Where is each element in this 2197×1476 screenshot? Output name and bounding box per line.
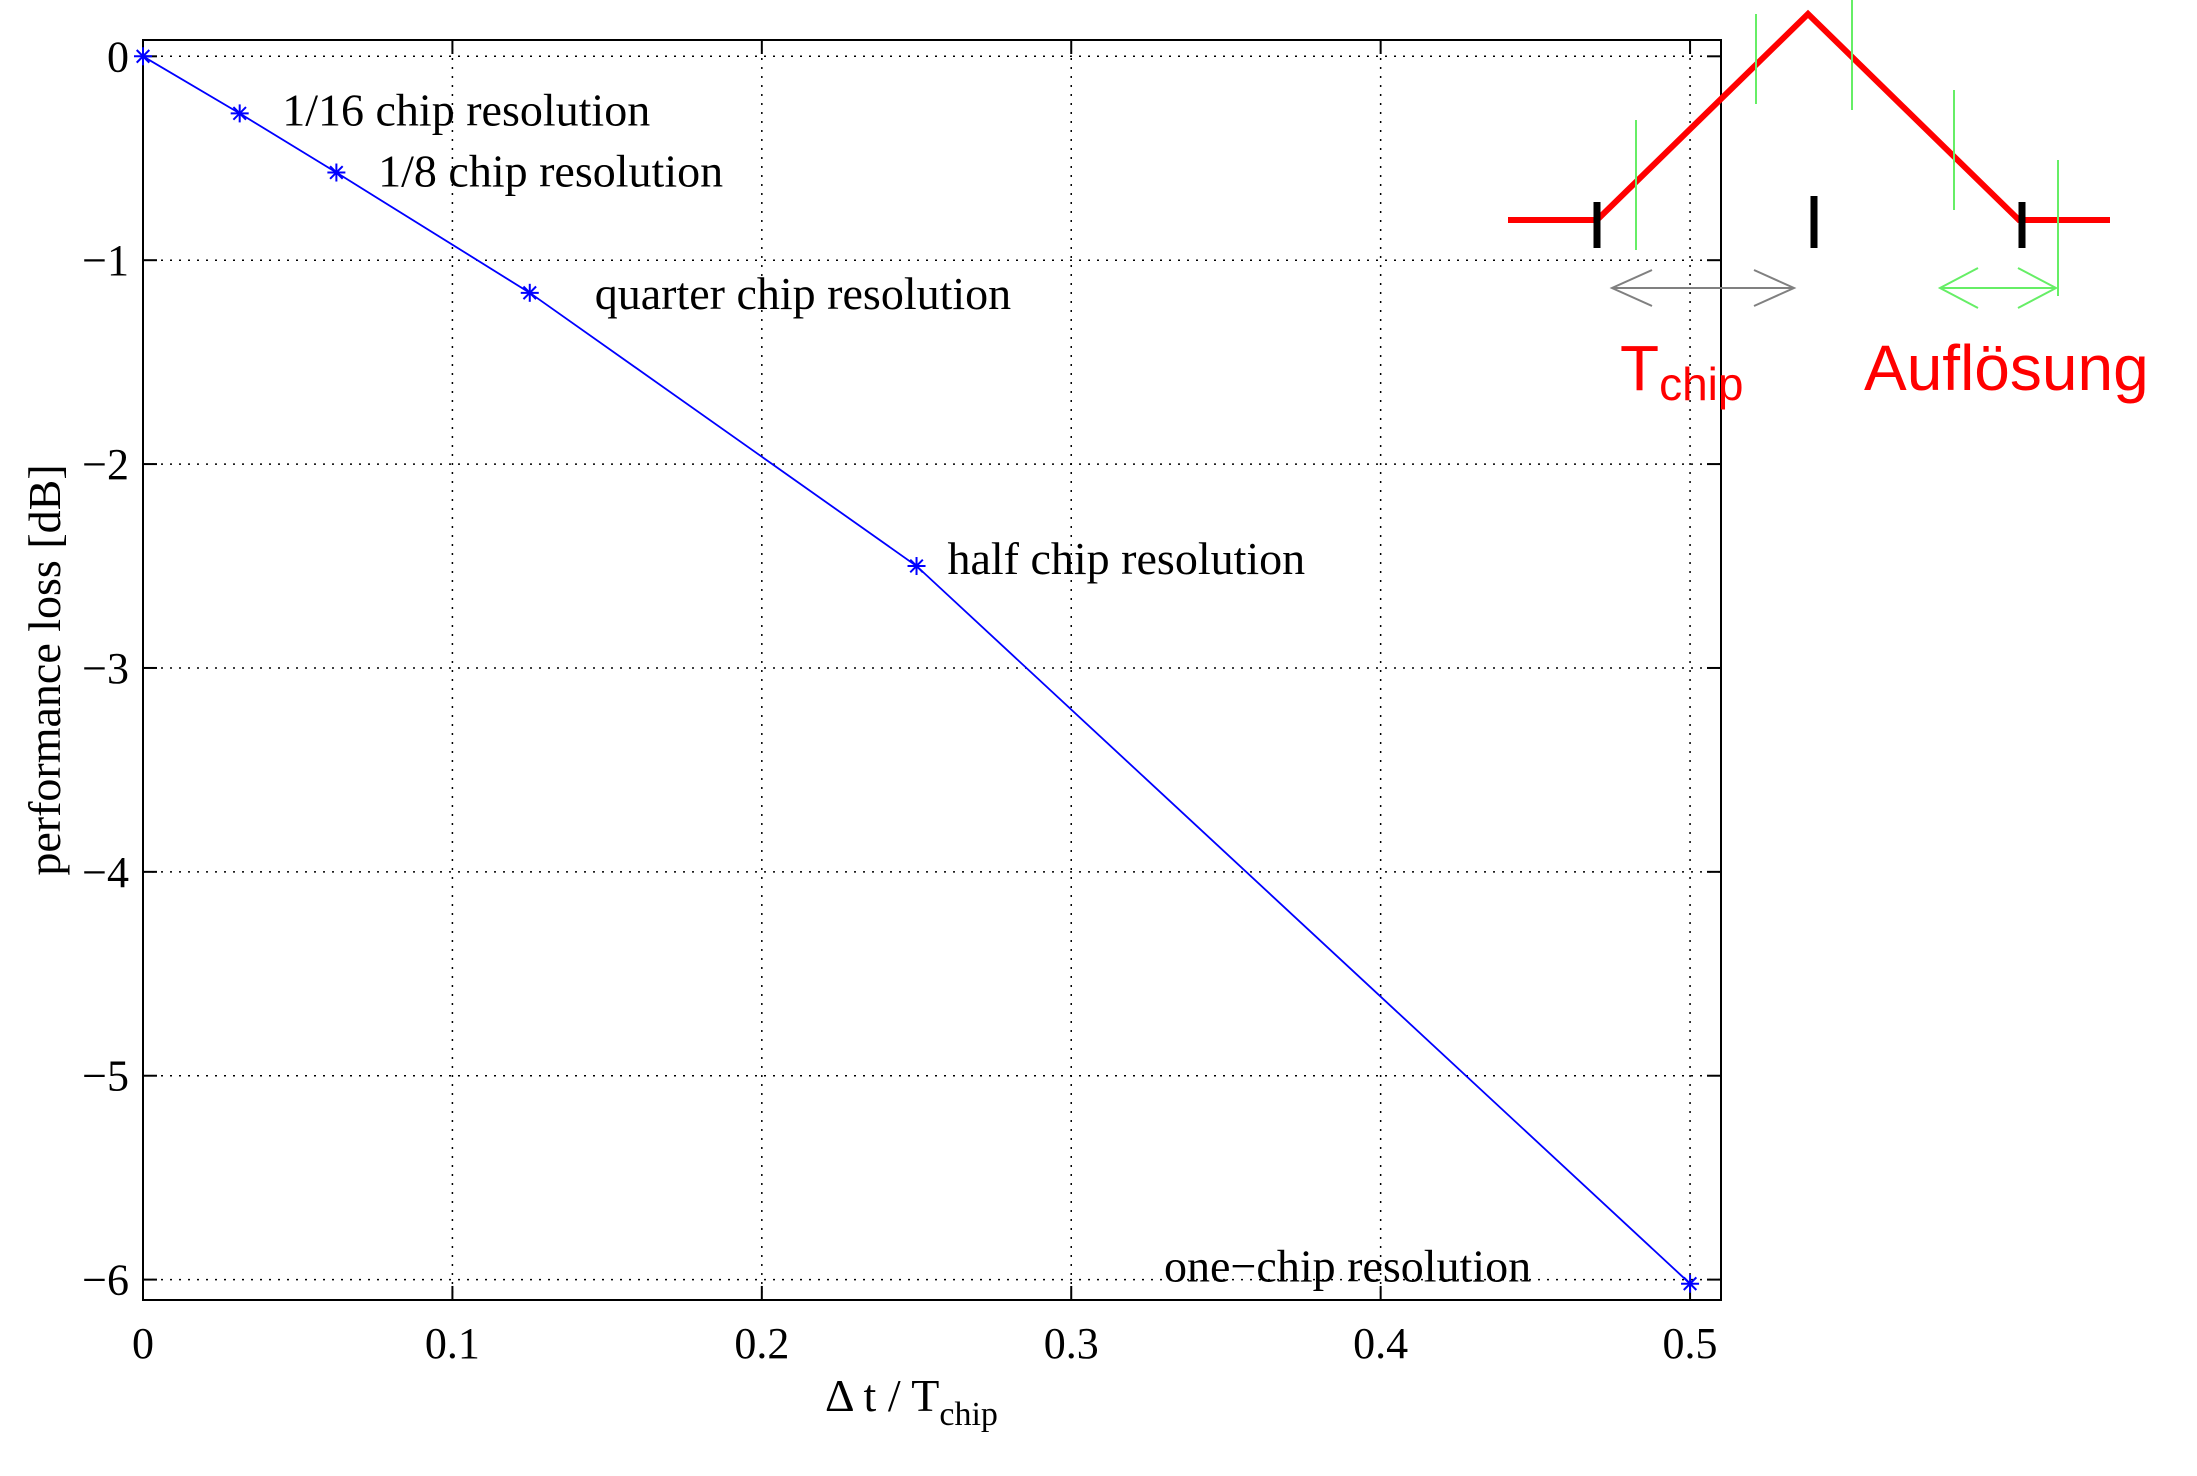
- point-annotation: one−chip resolution: [1164, 1240, 1531, 1291]
- point-annotation: 1/8 chip resolution: [378, 145, 723, 196]
- plot-frame: [142, 39, 1722, 1301]
- data-point-marker: [134, 47, 152, 66]
- resolution-sample-lines: [1635, 0, 2059, 296]
- resolution-label: Auflösung: [1864, 332, 2149, 404]
- tchip-label-main: T: [1620, 332, 1659, 404]
- series-layer: [134, 47, 1700, 1293]
- axis-ticks: 0 0.1 0.2 0.3 0.4 0.5 0 −1 −2 −3 −4 −5 −6: [82, 32, 1721, 1368]
- grid-lines: [143, 40, 1721, 1300]
- resolution-arrow: [1937, 267, 2059, 309]
- tchip-arrow: [1609, 269, 1797, 307]
- resolution-arrow-right-head: [2017, 267, 2059, 309]
- y-tick-label: −6: [82, 1256, 129, 1305]
- point-annotation: quarter chip resolution: [595, 268, 1011, 319]
- x-axis-label: Δ t / Tchip: [825, 1370, 998, 1433]
- resolution-arrow-left-head: [1937, 267, 1979, 309]
- y-axis-label: performance loss [dB]: [19, 464, 70, 875]
- data-point-marker: [907, 557, 926, 576]
- tchip-arrow-left-head: [1609, 269, 1653, 307]
- chip-resolution-inset: Tchip Auflösung: [1508, 0, 2149, 410]
- x-axis-label-subscript: chip: [939, 1396, 998, 1433]
- tchip-arrow-right-head: [1753, 269, 1797, 307]
- data-point-marker: [520, 283, 539, 302]
- x-tick-label: 0.3: [1044, 1319, 1099, 1368]
- x-tick-label: 0.1: [425, 1319, 480, 1368]
- data-point-marker: [1681, 1274, 1700, 1293]
- data-point-marker: [327, 163, 346, 182]
- point-annotation: half chip resolution: [947, 533, 1305, 584]
- x-tick-label: 0.5: [1663, 1319, 1718, 1368]
- y-tick-label: −5: [82, 1052, 129, 1101]
- annotation-layer: 1/16 chip resolution 1/8 chip resolution q…: [282, 84, 1531, 1291]
- y-tick-label: 0: [107, 32, 129, 81]
- x-tick-label: 0.4: [1353, 1319, 1408, 1368]
- y-tick-label: −4: [82, 848, 129, 897]
- point-annotation: 1/16 chip resolution: [282, 84, 650, 135]
- y-tick-label: −3: [82, 644, 129, 693]
- x-axis-label-main: Δ t / T: [825, 1370, 939, 1421]
- tchip-label: Tchip: [1620, 332, 1743, 410]
- series-line: [142, 55, 1691, 1285]
- y-tick-label: −1: [82, 236, 129, 285]
- y-tick-label: −2: [82, 440, 129, 489]
- tchip-label-subscript: chip: [1659, 358, 1743, 410]
- x-tick-label: 0: [132, 1319, 154, 1368]
- correlation-triangle: [1508, 9, 2110, 223]
- x-tick-label: 0.2: [734, 1319, 789, 1368]
- data-point-marker: [230, 104, 249, 123]
